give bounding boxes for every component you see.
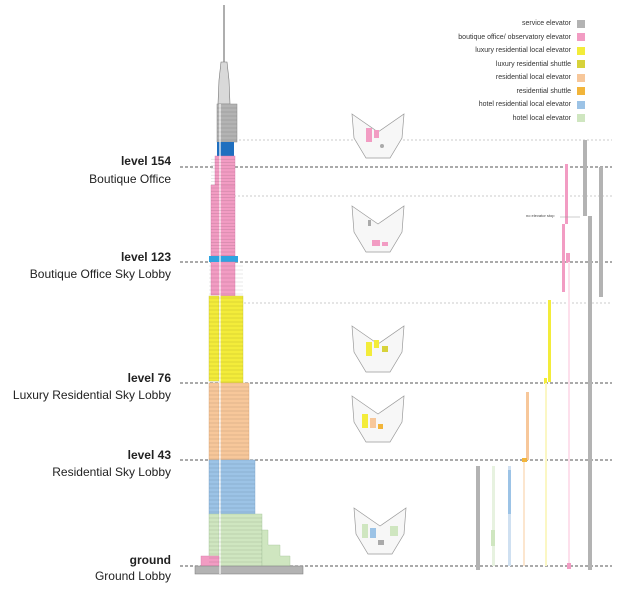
legend-item-residential-local: residential local elevator <box>458 71 585 85</box>
legend-item-service: service elevator <box>458 17 585 31</box>
legend-label: service elevator <box>521 20 571 28</box>
legend-item-residential-shuttle: residential shuttle <box>458 85 585 99</box>
legend-swatch <box>577 60 585 69</box>
legend-swatch <box>577 87 585 96</box>
level-label-43-num: level 43 <box>127 448 171 462</box>
legend-swatch <box>577 100 585 109</box>
legend-item-hotel-residential: hotel residential local elevator <box>458 98 585 112</box>
observatory-zone <box>217 142 234 156</box>
run-luxury-1 <box>548 300 551 382</box>
level-label-154-name: Boutique Office <box>89 172 171 186</box>
legend-label: residential local elevator <box>495 74 571 82</box>
annotation-label: no elevator stop <box>526 213 555 218</box>
legend-swatch <box>577 114 585 123</box>
run-residential-1 <box>526 392 529 460</box>
run-luxury-2 <box>544 378 547 384</box>
run-service-2 <box>583 140 587 216</box>
run-boutique-3 <box>566 253 570 263</box>
run-boutique-4 <box>568 262 570 566</box>
run-hotel-1 <box>492 466 495 566</box>
legend-label: luxury residential shuttle <box>495 60 571 68</box>
skylobby-stripe <box>209 256 238 262</box>
run-service-3 <box>588 216 592 570</box>
legend-label: boutique office/ observatory elevator <box>458 33 571 41</box>
legend-label: hotel residential local elevator <box>478 101 571 109</box>
podium-steps <box>261 529 291 567</box>
run-hotel-res-1 <box>508 466 511 566</box>
floor-plan-1 <box>351 113 405 159</box>
ground-base <box>194 565 304 575</box>
legend-label: hotel local elevator <box>512 114 571 122</box>
legend: service elevator boutique office/ observ… <box>458 17 585 125</box>
run-service-ground <box>476 466 480 570</box>
level-label-154-num: level 154 <box>120 154 171 168</box>
floor-plan-3 <box>351 325 405 373</box>
elevator-runs <box>476 140 603 570</box>
run-luxury-3 <box>545 383 547 566</box>
level-label-123-name: Boutique Office Sky Lobby <box>29 267 171 281</box>
run-residential-2 <box>522 458 527 462</box>
legend-swatch <box>577 19 585 28</box>
run-residential-3 <box>523 462 525 566</box>
legend-swatch <box>577 46 585 55</box>
legend-swatch <box>577 33 585 42</box>
run-boutique-5 <box>567 563 571 569</box>
floor-lines <box>209 107 262 563</box>
level-label-76-num: level 76 <box>127 371 171 385</box>
residential-zone-left <box>208 382 220 461</box>
floor-plan-5 <box>353 507 407 555</box>
hotel-zone-right <box>219 513 263 567</box>
legend-label: residential shuttle <box>516 87 571 95</box>
level-label-123-num: level 123 <box>120 250 171 264</box>
run-boutique-1 <box>565 164 568 224</box>
floor-plan-2 <box>351 205 405 253</box>
hotel-res-zone-right <box>219 459 256 515</box>
ground-lobby-pink <box>200 555 220 567</box>
legend-item-luxury-shuttle: luxury residential shuttle <box>458 58 585 72</box>
residential-zone-right <box>219 382 250 461</box>
run-hotel-res-2 <box>508 470 511 514</box>
floor-plans <box>351 113 407 555</box>
legend-item-hotel-local: hotel local elevator <box>458 112 585 126</box>
level-label-ground-name: Ground Lobby <box>94 569 171 583</box>
boutique-zone-side <box>210 184 221 296</box>
run-boutique-2 <box>562 224 565 292</box>
level-label-43-name: Residential Sky Lobby <box>52 465 171 479</box>
legend-item-luxury-local: luxury residential local elevator <box>458 44 585 58</box>
level-label-76-name: Luxury Residential Sky Lobby <box>12 388 171 402</box>
boutique-zone-lower <box>219 261 236 297</box>
floor-plan-4 <box>351 395 405 443</box>
tower-top <box>217 61 231 105</box>
legend-swatch <box>577 73 585 82</box>
luxury-zone-left <box>208 295 220 382</box>
legend-label: luxury residential local elevator <box>475 47 571 55</box>
tower-section <box>194 5 304 575</box>
run-hotel-2 <box>491 530 495 546</box>
legend-item-boutique: boutique office/ observatory elevator <box>458 31 585 45</box>
level-label-ground-num: ground <box>129 553 171 567</box>
run-service-1 <box>599 167 603 297</box>
